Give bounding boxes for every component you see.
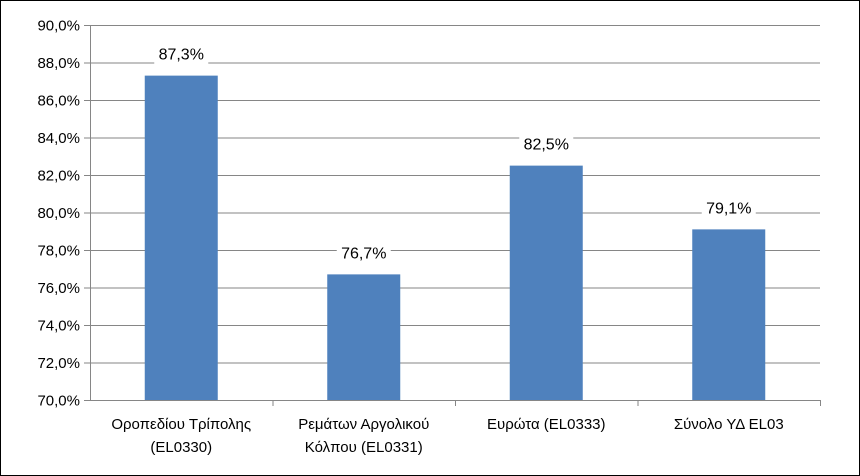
data-label: 76,7%: [341, 245, 386, 262]
y-tick-label: 84,0%: [37, 130, 80, 147]
y-tick-label: 78,0%: [37, 243, 80, 260]
data-label-background: [519, 132, 574, 155]
bars: [144, 75, 766, 400]
x-category-label-line: Ρεμάτων Αργολικού: [298, 416, 429, 433]
x-category-label-line: Κόλπου (EL0331): [305, 439, 423, 456]
data-label: 87,3%: [159, 47, 204, 64]
data-label: 79,1%: [706, 200, 751, 217]
data-label-background: [336, 241, 391, 264]
x-category-label: Ευρώτα (EL0333): [487, 416, 606, 433]
data-label-background: [154, 42, 209, 65]
y-tick-label: 74,0%: [37, 318, 80, 335]
y-tick-label: 72,0%: [37, 355, 80, 372]
bar: [144, 75, 218, 400]
y-tick-label: 82,0%: [37, 168, 80, 185]
x-category-label-line: Οροπεδίου Τρίπολης: [111, 416, 251, 433]
data-label: 82,5%: [524, 137, 569, 154]
x-category-label: Ρεμάτων Αργολικού Κόλπου (EL0331): [298, 416, 429, 456]
y-tick-label: 80,0%: [37, 205, 80, 222]
bar: [327, 274, 401, 400]
x-category-label: Σύνολο ΥΔ EL03: [674, 416, 784, 433]
y-tick-label: 90,0%: [37, 18, 80, 35]
bar: [509, 165, 583, 400]
y-tick-label: 76,0%: [37, 280, 80, 297]
axes: [84, 25, 821, 406]
x-category-label-line: Ευρώτα (EL0333): [487, 416, 606, 433]
y-tick-label: 70,0%: [37, 393, 80, 410]
y-tick-label: 88,0%: [37, 55, 80, 72]
x-category-label-line: (EL0330): [150, 439, 212, 456]
bar: [692, 229, 766, 400]
data-label-background: [701, 196, 756, 219]
x-category-label-line: Σύνολο ΥΔ EL03: [674, 416, 784, 433]
x-category-label: Οροπεδίου Τρίπολης (EL0330): [111, 416, 251, 456]
labels: 70,0% 72,0% 74,0% 76,0% 78,0% 80,0% 82,0% 84,0%…: [37, 18, 783, 457]
y-tick-label: 86,0%: [37, 93, 80, 110]
